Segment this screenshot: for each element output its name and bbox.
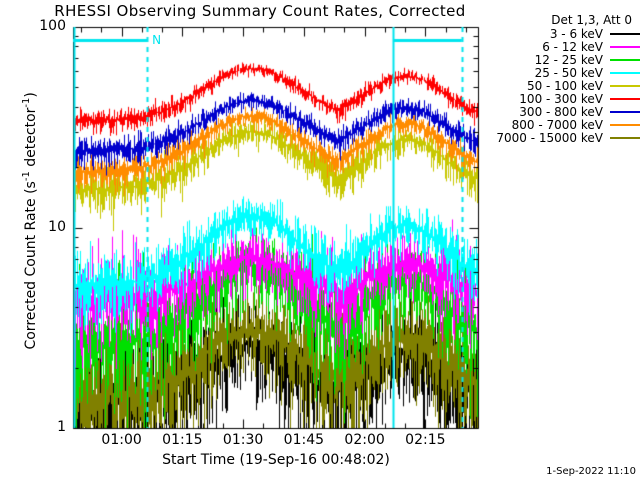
x-axis-label: Start Time (19-Sep-16 00:48:02) (162, 452, 390, 468)
y-tick-label: 1 (57, 419, 66, 435)
legend-entry-swatch (610, 136, 640, 139)
y-axis-label-sup2: -1 (21, 97, 33, 108)
y-axis-label-part2: detector (22, 107, 39, 172)
y-axis-label-part3: ) (22, 92, 39, 98)
legend-entry-swatch (610, 71, 640, 74)
legend-entry-swatch (610, 123, 640, 126)
y-axis-label-part1: Corrected Count Rate (s (22, 181, 39, 350)
chart-title: RHESSI Observing Summary Count Rates, Co… (54, 2, 466, 20)
legend-entry-swatch (610, 32, 640, 35)
legend-entry-label: 6 - 12 keV (542, 39, 603, 54)
legend-entry: 25 - 50 keV (484, 65, 640, 80)
legend-entry-label: 800 - 7000 keV (511, 117, 603, 132)
legend-entry-swatch (610, 45, 640, 48)
x-tick-label: 02:15 (405, 432, 446, 448)
legend-title: Det 1,3, Att 0 (551, 13, 632, 27)
legend-entry-label: 300 - 800 keV (519, 104, 603, 119)
x-tick-label: 01:00 (101, 432, 142, 448)
legend-entry: 50 - 100 keV (484, 78, 640, 93)
legend-entry-swatch (610, 84, 640, 87)
y-tick-label: 10 (48, 218, 66, 235)
legend-entry-label: 25 - 50 keV (534, 65, 603, 80)
night-marker-label: N (152, 33, 162, 47)
legend-entry: 800 - 7000 keV (484, 117, 640, 132)
x-tick-label: 01:15 (162, 432, 203, 448)
legend-entry: 100 - 300 keV (484, 91, 640, 106)
y-tick-label: 100 (39, 18, 66, 34)
legend-entry: 3 - 6 keV (484, 26, 640, 41)
legend-entry: 6 - 12 keV (484, 39, 640, 54)
legend-entry-label: 7000 - 15000 keV (496, 130, 603, 145)
legend-entry-label: 12 - 25 keV (534, 52, 603, 67)
legend-entry: 12 - 25 keV (484, 52, 640, 67)
legend-entry: 300 - 800 keV (484, 104, 640, 119)
legend-entry-swatch (610, 58, 640, 61)
legend: Det 1,3, Att 0 3 - 6 keV 6 - 12 keV 12 - 2… (484, 13, 640, 145)
x-tick-label: 02:00 (344, 432, 385, 448)
legend-entry-swatch (610, 97, 640, 100)
legend-entry-label: 100 - 300 keV (519, 91, 603, 106)
x-tick-label: 01:45 (283, 432, 325, 448)
legend-entry-label: 3 - 6 keV (549, 26, 603, 41)
y-axis-label-sup1: -1 (21, 171, 33, 182)
legend-entries: 3 - 6 keV 6 - 12 keV 12 - 25 keV 25 - 50 ke… (484, 26, 640, 145)
legend-entry: 7000 - 15000 keV (484, 130, 640, 145)
x-tick-label: 01:30 (222, 432, 264, 448)
render-timestamp: 1-Sep-2022 11:10 (546, 466, 636, 477)
legend-entry-label: 50 - 100 keV (526, 78, 603, 93)
legend-entry-swatch (610, 110, 640, 113)
